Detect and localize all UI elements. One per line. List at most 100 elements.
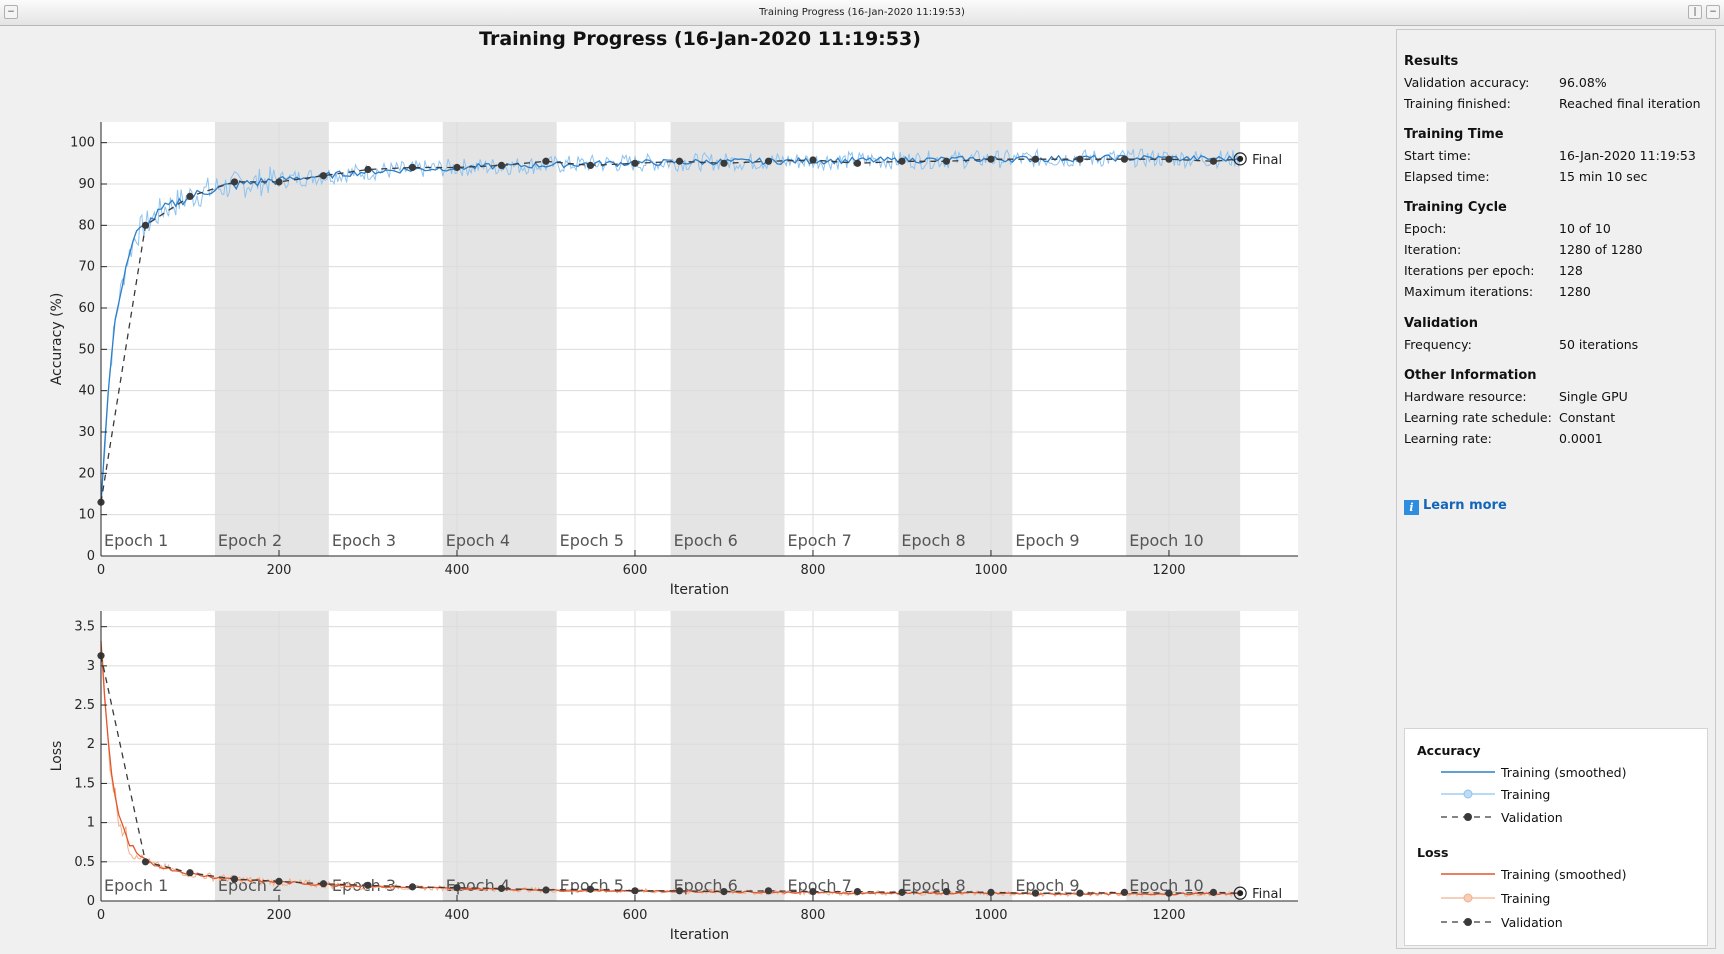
legend-acc-smoothed-swatch <box>1441 771 1495 773</box>
validation-point <box>942 157 951 165</box>
validation-point <box>275 877 283 886</box>
epoch-band <box>898 122 1013 556</box>
y-tick-label: 20 <box>78 466 95 481</box>
iteration-value: 1280 of 1280 <box>1559 242 1643 257</box>
learn-more-link[interactable]: i Learn more <box>1404 498 1507 515</box>
start-time-label: Start time: <box>1404 148 1471 163</box>
epoch-label: Epoch 7 <box>787 876 851 895</box>
epoch-band <box>214 611 329 901</box>
minimize-button[interactable]: | <box>1688 5 1702 19</box>
other-information-heading: Other Information <box>1404 368 1537 383</box>
final-label: Final <box>1252 153 1282 168</box>
x-tick-label: 400 <box>445 908 470 923</box>
epoch-label: Epoch 9 <box>1015 531 1079 550</box>
y-tick-label: 30 <box>78 425 95 440</box>
y-tick-label: 100 <box>70 136 95 151</box>
training-smoothed-line <box>100 154 1241 506</box>
validation-point <box>408 163 417 172</box>
epoch-band <box>670 611 785 901</box>
legend-accuracy-heading: Accuracy <box>1417 743 1481 758</box>
validation-point <box>230 875 239 883</box>
results-heading: Results <box>1404 54 1459 69</box>
legend-box: Accuracy Training (smoothed) Training Va… <box>1404 728 1708 946</box>
close-button[interactable]: − <box>1706 5 1720 19</box>
epoch-band <box>1126 122 1241 556</box>
epoch-band <box>214 122 329 556</box>
final-marker-dot <box>1237 155 1244 162</box>
learning-rate-value: 0.0001 <box>1559 431 1603 446</box>
y-tick-label: 0 <box>87 894 95 909</box>
validation-accuracy-label: Validation accuracy: <box>1404 75 1530 90</box>
epoch-value: 10 of 10 <box>1559 221 1611 236</box>
epoch-label: Epoch 2 <box>218 531 282 550</box>
elapsed-time-label: Elapsed time: <box>1404 169 1490 184</box>
validation-point <box>764 157 773 165</box>
validation-point <box>453 163 461 172</box>
validation-point <box>987 155 995 163</box>
validation-point <box>631 887 639 895</box>
validation-point <box>720 159 728 167</box>
y-tick-label: 80 <box>78 218 95 233</box>
epoch-label: Epoch 8 <box>901 531 965 550</box>
hardware-resource-label: Hardware resource: <box>1404 389 1527 404</box>
epoch-band <box>442 122 557 556</box>
learning-rate-schedule-value: Constant <box>1559 410 1616 425</box>
y-tick-label: 60 <box>78 301 95 316</box>
validation-point <box>319 172 328 180</box>
x-tick-label: 800 <box>801 563 826 578</box>
y-tick-label: 3 <box>87 659 95 674</box>
loss-plot: Epoch 1 Epoch 2 Epoch 3 Epoch 4 Epoch 5 Epoch… <box>49 611 1298 943</box>
y-tick-label: 1 <box>87 816 95 831</box>
validation-point <box>1165 889 1173 897</box>
validation-point <box>186 192 194 200</box>
window-title: Training Progress (16-Jan-2020 11:19:53) <box>759 7 965 18</box>
x-axis-label: Iteration <box>670 927 729 943</box>
legend-acc-validation-label: Validation <box>1501 810 1563 825</box>
validation-point <box>987 888 995 896</box>
plots-area: Training Progress (16-Jan-2020 11:19:53)… <box>6 26 1394 954</box>
validation-point <box>1031 889 1040 897</box>
x-tick-label: 0 <box>97 908 105 923</box>
validation-point <box>1209 157 1218 165</box>
epoch-label: Epoch 6 <box>674 531 738 550</box>
validation-point <box>586 885 595 893</box>
y-tick-label: 3.5 <box>74 620 95 635</box>
validation-point <box>497 161 506 169</box>
start-time-value: 16-Jan-2020 11:19:53 <box>1559 148 1696 163</box>
x-axis-label: Iteration <box>670 582 729 598</box>
validation-point <box>230 178 239 186</box>
validation-point <box>453 884 461 892</box>
window-titlebar[interactable]: − Training Progress (16-Jan-2020 11:19:5… <box>0 0 1724 26</box>
validation-point <box>631 159 639 167</box>
learning-rate-label: Learning rate: <box>1404 431 1492 446</box>
epoch-label: Epoch 2 <box>218 876 282 895</box>
training-finished-value: Reached final iteration <box>1559 96 1701 111</box>
epoch-label: Epoch 9 <box>1015 876 1079 895</box>
window-menu-button[interactable]: − <box>4 5 18 19</box>
y-axis-label: Loss <box>49 741 65 772</box>
validation-point <box>853 159 862 167</box>
info-panel: Results Validation accuracy: 96.08% Trai… <box>1396 29 1716 949</box>
validation-point <box>942 887 951 896</box>
y-axis-label: Accuracy (%) <box>49 293 65 386</box>
validation-accuracy-value: 96.08% <box>1559 75 1607 90</box>
validation-point <box>1031 155 1040 163</box>
validation-point <box>1120 888 1129 896</box>
legend-loss-smoothed-label: Training (smoothed) <box>1501 867 1627 882</box>
final-marker-dot <box>1237 890 1244 897</box>
validation-point <box>364 165 372 174</box>
validation-point <box>364 881 372 889</box>
validation-point <box>542 157 550 165</box>
x-tick-label: 400 <box>445 563 470 578</box>
hardware-resource-value: Single GPU <box>1559 389 1628 404</box>
epoch-label: Epoch 7 <box>787 531 851 550</box>
y-tick-label: 90 <box>78 177 95 192</box>
validation-point <box>675 887 684 895</box>
y-tick-label: 1.5 <box>74 776 95 791</box>
x-tick-label: 1200 <box>1152 563 1185 578</box>
validation-point <box>1076 889 1084 897</box>
iterations-per-epoch-value: 128 <box>1559 263 1583 278</box>
validation-point <box>809 156 817 164</box>
validation-point <box>542 886 550 894</box>
y-tick-label: 50 <box>78 342 95 357</box>
